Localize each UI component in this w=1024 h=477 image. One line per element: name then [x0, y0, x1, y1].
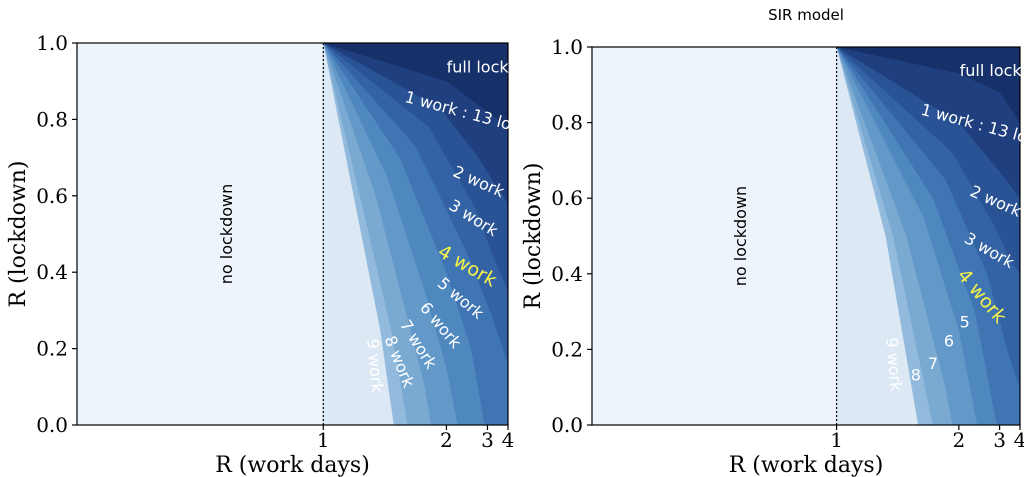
no-lockdown-region [77, 43, 324, 425]
y-axis-label: R (lockdown) [6, 161, 31, 308]
y-tick-label: 0.2 [551, 337, 583, 361]
x-tick-label: 4 [502, 428, 515, 452]
x-tick-label: 1 [317, 428, 330, 452]
y-tick-label: 0.0 [551, 413, 583, 437]
contour-band-innermost [323, 43, 394, 425]
axes-frame [76, 42, 509, 426]
region-label: 8 [911, 365, 921, 384]
x-tick-label: 2 [440, 428, 453, 452]
x-tick-label: 1 [830, 428, 843, 452]
y-tick-label: 1.0 [551, 35, 583, 59]
y-tick-label: 0.6 [551, 186, 583, 210]
x-tick-label: 4 [1014, 428, 1024, 452]
y-tick-label: 0.4 [36, 260, 68, 284]
region-label: 9 work [882, 337, 906, 393]
y-tick-label: 0.8 [36, 107, 68, 131]
y-tick-label: 0.6 [36, 184, 68, 208]
chart-title: SIR model [768, 6, 844, 24]
region-label: full lockdown [960, 61, 1024, 80]
region-label: 7 [928, 354, 938, 373]
axes-frame [591, 46, 1021, 426]
region-label: 9 work [363, 338, 387, 394]
y-tick-label: 1.0 [36, 31, 68, 55]
region-label: no lockdown [217, 184, 236, 284]
y-tick-label: 0.4 [551, 262, 583, 286]
x-tick-label: 2 [952, 428, 965, 452]
x-axis-label: R (work days) [729, 453, 884, 477]
region-label: full lockdown [447, 57, 552, 76]
x-tick-label: 3 [481, 428, 494, 452]
contour-area [592, 47, 1020, 425]
region-label: 5 [960, 312, 970, 331]
y-axis-label: R (lockdown) [521, 163, 546, 310]
region-label: no lockdown [731, 186, 750, 286]
y-tick-label: 0.2 [36, 337, 68, 361]
contour-area [77, 43, 508, 425]
contour-band-innermost [836, 47, 919, 425]
y-tick-label: 0.8 [551, 111, 583, 135]
x-tick-label: 3 [993, 428, 1006, 452]
y-tick-label: 0.0 [36, 413, 68, 437]
region-label: 6 [944, 331, 954, 350]
x-axis-label: R (work days) [215, 453, 370, 477]
no-lockdown-region [592, 47, 837, 425]
